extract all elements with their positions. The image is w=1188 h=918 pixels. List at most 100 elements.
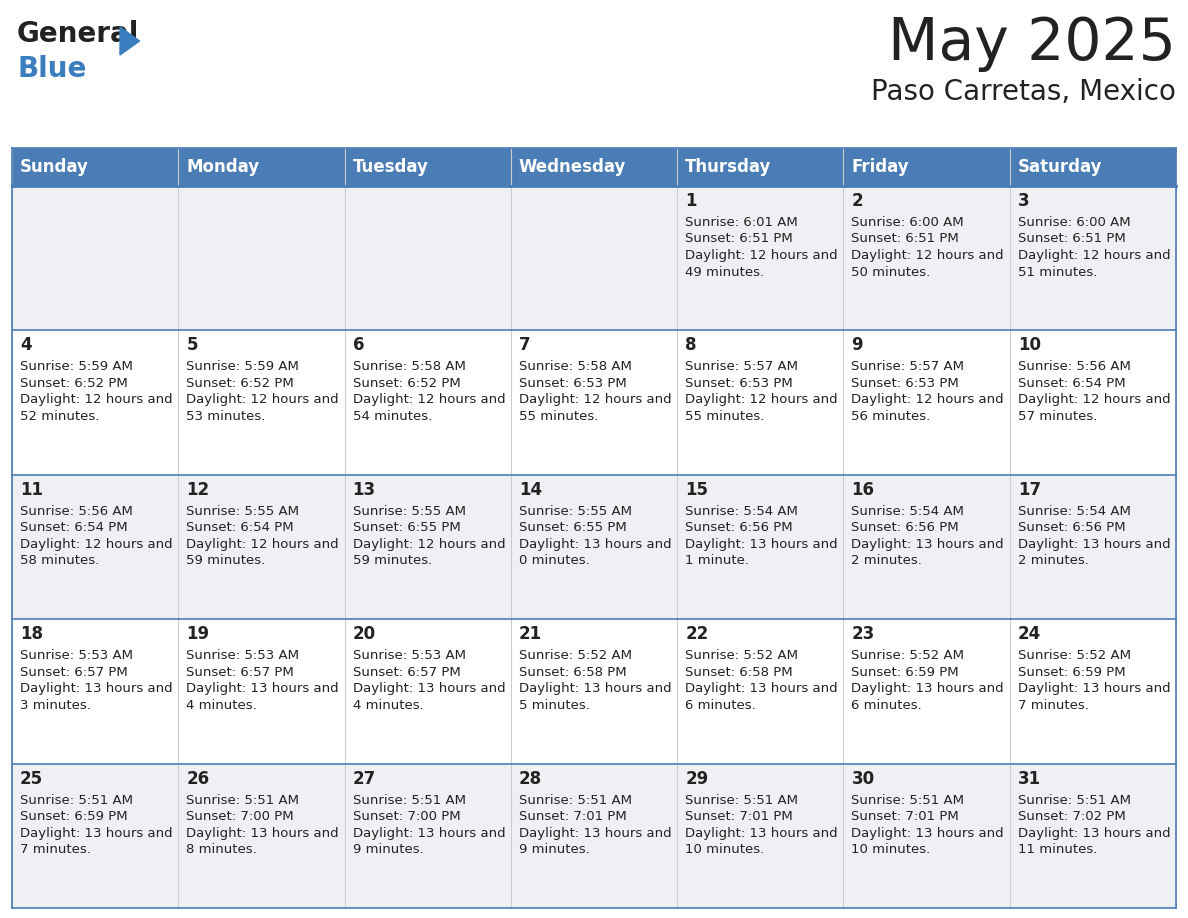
Text: Monday: Monday [187,158,259,176]
Text: Sunrise: 5:52 AM: Sunrise: 5:52 AM [685,649,798,662]
Text: 4: 4 [20,336,32,354]
Text: Daylight: 13 hours and: Daylight: 13 hours and [1018,682,1170,695]
Text: 29: 29 [685,769,708,788]
Text: Sunrise: 6:00 AM: Sunrise: 6:00 AM [852,216,963,229]
Text: Sunrise: 5:58 AM: Sunrise: 5:58 AM [353,361,466,374]
Text: Daylight: 12 hours and: Daylight: 12 hours and [353,394,505,407]
Text: Sunset: 6:53 PM: Sunset: 6:53 PM [519,377,626,390]
Text: Daylight: 13 hours and: Daylight: 13 hours and [187,682,339,695]
Text: Sunrise: 5:51 AM: Sunrise: 5:51 AM [852,793,965,807]
Text: Sunrise: 5:54 AM: Sunrise: 5:54 AM [852,505,965,518]
Text: Sunrise: 5:54 AM: Sunrise: 5:54 AM [1018,505,1131,518]
Text: Sunset: 6:58 PM: Sunset: 6:58 PM [685,666,792,678]
Text: 3: 3 [1018,192,1029,210]
Text: 56 minutes.: 56 minutes. [852,410,930,423]
Text: 16: 16 [852,481,874,498]
Text: Sunset: 6:57 PM: Sunset: 6:57 PM [187,666,295,678]
Polygon shape [120,27,140,55]
Text: 58 minutes.: 58 minutes. [20,554,100,567]
Text: Daylight: 12 hours and: Daylight: 12 hours and [187,538,339,551]
Text: Sunset: 6:51 PM: Sunset: 6:51 PM [685,232,792,245]
Text: Sunrise: 5:53 AM: Sunrise: 5:53 AM [20,649,133,662]
Text: Sunrise: 5:51 AM: Sunrise: 5:51 AM [187,793,299,807]
Bar [12,764,1176,908]
Text: 9 minutes.: 9 minutes. [353,843,423,856]
Text: 22: 22 [685,625,708,644]
Text: Sunset: 7:00 PM: Sunset: 7:00 PM [353,810,460,823]
Text: 23: 23 [852,625,874,644]
Text: 51 minutes.: 51 minutes. [1018,265,1097,278]
Text: 8 minutes.: 8 minutes. [187,843,257,856]
Text: Wednesday: Wednesday [519,158,626,176]
Text: Daylight: 12 hours and: Daylight: 12 hours and [852,249,1004,262]
Text: Sunset: 7:01 PM: Sunset: 7:01 PM [519,810,626,823]
Text: Sunset: 6:54 PM: Sunset: 6:54 PM [20,521,127,534]
Text: 2: 2 [852,192,862,210]
Text: 10: 10 [1018,336,1041,354]
Text: Sunrise: 5:59 AM: Sunrise: 5:59 AM [20,361,133,374]
Text: General: General [17,20,139,48]
Text: Daylight: 12 hours and: Daylight: 12 hours and [353,538,505,551]
Text: 14: 14 [519,481,542,498]
Text: Sunrise: 6:00 AM: Sunrise: 6:00 AM [1018,216,1130,229]
Text: 9: 9 [852,336,862,354]
Text: Sunrise: 5:51 AM: Sunrise: 5:51 AM [685,793,798,807]
Text: Sunset: 6:59 PM: Sunset: 6:59 PM [1018,666,1125,678]
Bar [12,620,1176,764]
Text: 28: 28 [519,769,542,788]
Text: 59 minutes.: 59 minutes. [353,554,431,567]
Text: 17: 17 [1018,481,1041,498]
Text: 4 minutes.: 4 minutes. [187,699,257,711]
Text: Sunset: 7:01 PM: Sunset: 7:01 PM [852,810,959,823]
Text: 6 minutes.: 6 minutes. [685,699,756,711]
Text: 26: 26 [187,769,209,788]
Text: Sunrise: 5:53 AM: Sunrise: 5:53 AM [353,649,466,662]
Text: 7 minutes.: 7 minutes. [20,843,90,856]
Text: Daylight: 13 hours and: Daylight: 13 hours and [852,826,1004,840]
Text: Daylight: 13 hours and: Daylight: 13 hours and [353,826,505,840]
Text: Sunrise: 5:53 AM: Sunrise: 5:53 AM [187,649,299,662]
Text: Sunset: 6:51 PM: Sunset: 6:51 PM [1018,232,1125,245]
Text: Sunrise: 5:51 AM: Sunrise: 5:51 AM [20,793,133,807]
Text: 1: 1 [685,192,696,210]
Text: 6 minutes.: 6 minutes. [852,699,922,711]
Text: Daylight: 13 hours and: Daylight: 13 hours and [20,682,172,695]
Text: 2 minutes.: 2 minutes. [852,554,922,567]
Text: Tuesday: Tuesday [353,158,429,176]
Text: Sunrise: 5:51 AM: Sunrise: 5:51 AM [353,793,466,807]
Text: Daylight: 13 hours and: Daylight: 13 hours and [852,682,1004,695]
Text: Daylight: 13 hours and: Daylight: 13 hours and [20,826,172,840]
Text: Sunset: 6:59 PM: Sunset: 6:59 PM [20,810,127,823]
Text: Daylight: 13 hours and: Daylight: 13 hours and [519,538,671,551]
Text: Friday: Friday [852,158,909,176]
Text: 4 minutes.: 4 minutes. [353,699,423,711]
Text: Daylight: 12 hours and: Daylight: 12 hours and [685,249,838,262]
Bar [12,148,1176,186]
Text: 55 minutes.: 55 minutes. [685,410,765,423]
Text: Sunrise: 5:51 AM: Sunrise: 5:51 AM [519,793,632,807]
Text: Sunrise: 5:52 AM: Sunrise: 5:52 AM [852,649,965,662]
Text: Sunset: 6:54 PM: Sunset: 6:54 PM [1018,377,1125,390]
Text: 24: 24 [1018,625,1041,644]
Text: Sunrise: 5:58 AM: Sunrise: 5:58 AM [519,361,632,374]
Text: Sunset: 6:55 PM: Sunset: 6:55 PM [353,521,460,534]
Text: 1 minute.: 1 minute. [685,554,750,567]
Text: 15: 15 [685,481,708,498]
Text: Sunset: 6:53 PM: Sunset: 6:53 PM [685,377,792,390]
Text: Sunset: 6:56 PM: Sunset: 6:56 PM [685,521,792,534]
Text: Sunrise: 5:55 AM: Sunrise: 5:55 AM [519,505,632,518]
Text: Daylight: 13 hours and: Daylight: 13 hours and [1018,538,1170,551]
Text: 30: 30 [852,769,874,788]
Text: Sunset: 7:00 PM: Sunset: 7:00 PM [187,810,293,823]
Text: 2 minutes.: 2 minutes. [1018,554,1088,567]
Text: Sunrise: 5:59 AM: Sunrise: 5:59 AM [187,361,299,374]
Text: Daylight: 12 hours and: Daylight: 12 hours and [519,394,671,407]
Text: 18: 18 [20,625,43,644]
Text: 52 minutes.: 52 minutes. [20,410,100,423]
Text: 11: 11 [20,481,43,498]
Text: Daylight: 13 hours and: Daylight: 13 hours and [685,682,838,695]
Text: May 2025: May 2025 [889,15,1176,72]
Text: Sunset: 6:58 PM: Sunset: 6:58 PM [519,666,626,678]
Text: 50 minutes.: 50 minutes. [852,265,930,278]
Text: Sunrise: 5:57 AM: Sunrise: 5:57 AM [685,361,798,374]
